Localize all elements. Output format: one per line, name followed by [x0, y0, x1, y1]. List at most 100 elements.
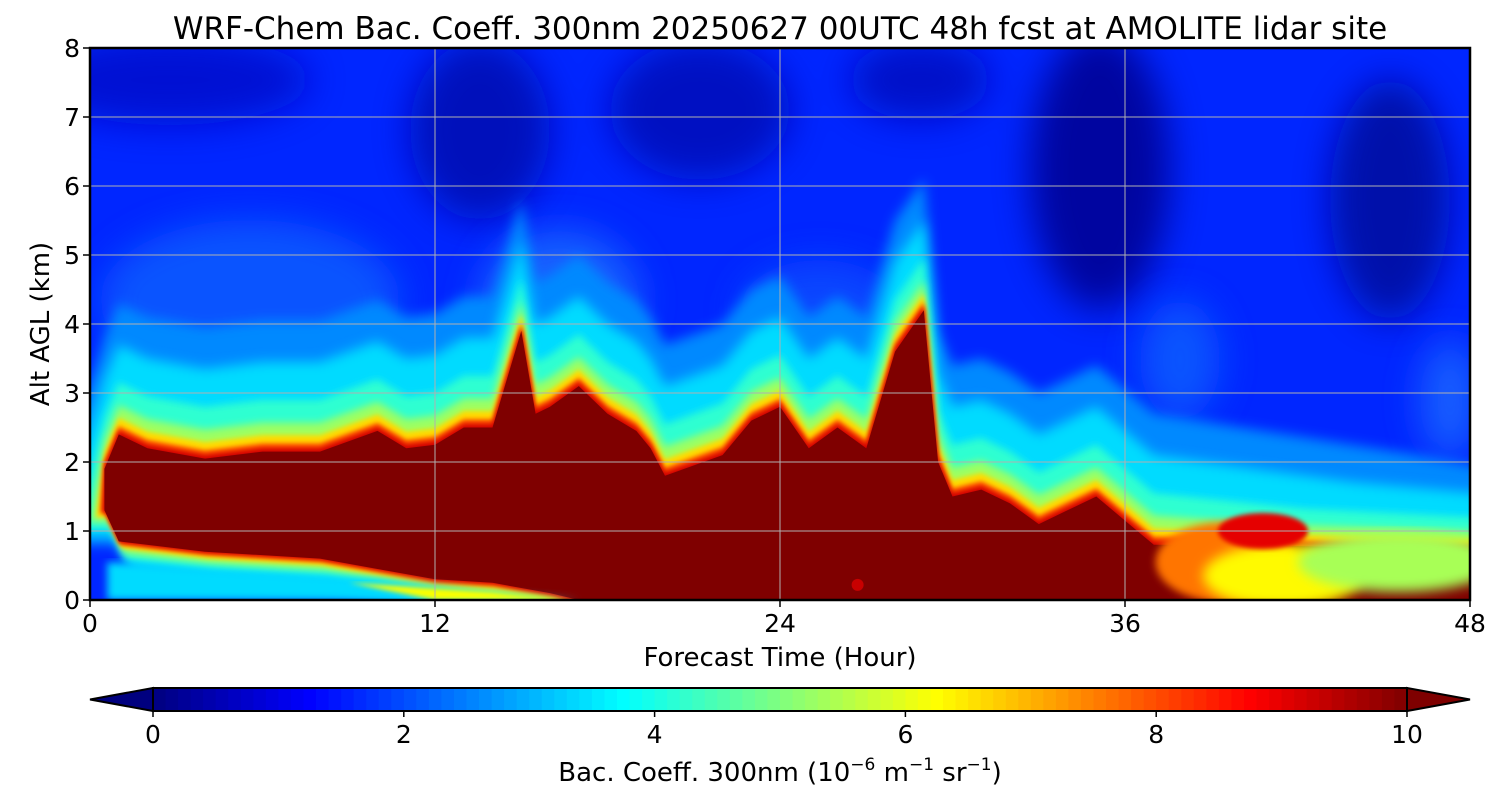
y-tick-label: 7: [64, 103, 80, 132]
colorbar-cell: [1106, 688, 1120, 711]
colorbar-cell: [441, 688, 455, 711]
colorbar-cell: [1168, 688, 1182, 711]
colorbar-cells: [153, 688, 1408, 711]
colorbar-cell: [880, 688, 894, 711]
colorbar-cell: [780, 688, 794, 711]
colorbar-cell: [704, 688, 718, 711]
colorbar-cell: [754, 688, 769, 711]
colorbar-cell: [215, 688, 229, 711]
colorbar-cell: [453, 688, 468, 711]
colorbar-cell: [1381, 688, 1396, 711]
colorbar-cell: [792, 688, 806, 711]
surface-yellow-patch: [348, 582, 565, 600]
colorbar-tick-label: 6: [897, 720, 913, 749]
colorbar-cell: [1043, 688, 1057, 711]
colorbar-cell: [1256, 688, 1270, 711]
colorbar-cell: [391, 688, 405, 711]
colorbar-cell: [1394, 688, 1408, 711]
colorbar-cell: [654, 688, 668, 711]
y-tick-label: 6: [64, 172, 80, 201]
colorbar-cell: [1281, 688, 1295, 711]
colorbar-cell: [968, 688, 982, 711]
x-tick-label: 36: [1109, 609, 1141, 638]
colorbar-cell: [491, 688, 505, 711]
colorbar-tick-label: 0: [145, 720, 161, 749]
colorbar-cell: [428, 688, 443, 711]
chart-title: WRF-Chem Bac. Coeff. 300nm 20250627 00UT…: [173, 11, 1387, 47]
colorbar-cell: [742, 688, 756, 711]
colorbar-cell: [1093, 688, 1107, 711]
colorbar-cell: [403, 688, 417, 711]
colorbar-cell: [616, 688, 631, 711]
colorbar-cell: [1005, 688, 1019, 711]
colorbar-cell: [642, 688, 656, 711]
colorbar-cell: [328, 688, 342, 711]
colorbar-cell: [1243, 688, 1258, 711]
colorbar-cell: [1181, 688, 1195, 711]
colorbar-cell: [1206, 688, 1220, 711]
x-tick-label: 24: [764, 609, 796, 638]
colorbar-cell: [629, 688, 643, 711]
colorbar-cell: [529, 688, 543, 711]
y-tick-label: 8: [64, 34, 80, 63]
colorbar-label-main: Bac. Coeff. 300nm (10: [558, 758, 850, 788]
colorbar-extend-low: [89, 686, 154, 713]
grid: [90, 48, 1470, 600]
colorbar-tick-label: 10: [1391, 720, 1423, 749]
colorbar-cell: [566, 688, 580, 711]
colorbar-cell: [1143, 688, 1157, 711]
colorbar-cell: [366, 688, 380, 711]
colorbar-cell: [604, 688, 618, 711]
colorbar-tick-label: 8: [1148, 720, 1164, 749]
colorbar-label-exp2: −1: [909, 755, 934, 775]
y-tick-label: 4: [64, 310, 80, 339]
colorbar-cell: [842, 688, 856, 711]
colorbar-cell: [353, 688, 367, 711]
x-tick-label: 0: [82, 609, 98, 638]
plume-band-core: [104, 310, 1470, 600]
colorbar-cell: [905, 688, 919, 711]
colorbar-cell: [1193, 688, 1207, 711]
x-axis-label: Forecast Time (Hour): [643, 643, 916, 673]
colorbar-cell: [265, 688, 279, 711]
colorbar-extend-high: [1406, 686, 1471, 713]
colorbar-cell: [341, 688, 355, 711]
colorbar-cell: [729, 688, 743, 711]
surface-spot: [851, 578, 864, 591]
colorbar-cell: [278, 688, 292, 711]
colorbar-cell: [1356, 688, 1370, 711]
colorbar-cell: [1319, 688, 1333, 711]
colorbar-ticks: 0 2 4 6 8 10: [145, 711, 1423, 749]
colorbar-cell: [203, 688, 217, 711]
y-tick-label: 5: [64, 241, 80, 270]
colorbar-label-close: ): [992, 758, 1002, 788]
colorbar-cell: [541, 688, 555, 711]
y-axis-label: Alt AGL (km): [26, 242, 56, 406]
colorbar-cell: [1231, 688, 1245, 711]
dark-upper-patches: [90, 48, 1450, 320]
colorbar-cell: [993, 688, 1007, 711]
colorbar-label-exp1: −6: [850, 755, 875, 775]
colorbar-label-unit2: sr: [934, 758, 967, 788]
colorbar-cell: [867, 688, 881, 711]
colorbar-cell: [830, 688, 844, 711]
colorbar-cell: [980, 688, 994, 711]
colorbar-cell: [165, 688, 179, 711]
x-tick-label: 12: [419, 609, 451, 638]
colorbar-cell: [416, 688, 430, 711]
colorbar-cell: [717, 688, 731, 711]
y-tick-label: 2: [64, 448, 80, 477]
colorbar-cell: [943, 688, 957, 711]
colorbar-cell: [579, 688, 593, 711]
colorbar-cell: [554, 688, 568, 711]
residual-green: [1298, 532, 1470, 593]
colorbar-cell: [253, 688, 267, 711]
colorbar-cell: [692, 688, 706, 711]
colorbar-cell: [955, 688, 969, 711]
colorbar-cell: [679, 688, 693, 711]
colorbar-cell: [240, 688, 254, 711]
colorbar-cell: [855, 688, 869, 711]
colorbar-cell: [466, 688, 480, 711]
colorbar-frame: [152, 687, 1408, 712]
